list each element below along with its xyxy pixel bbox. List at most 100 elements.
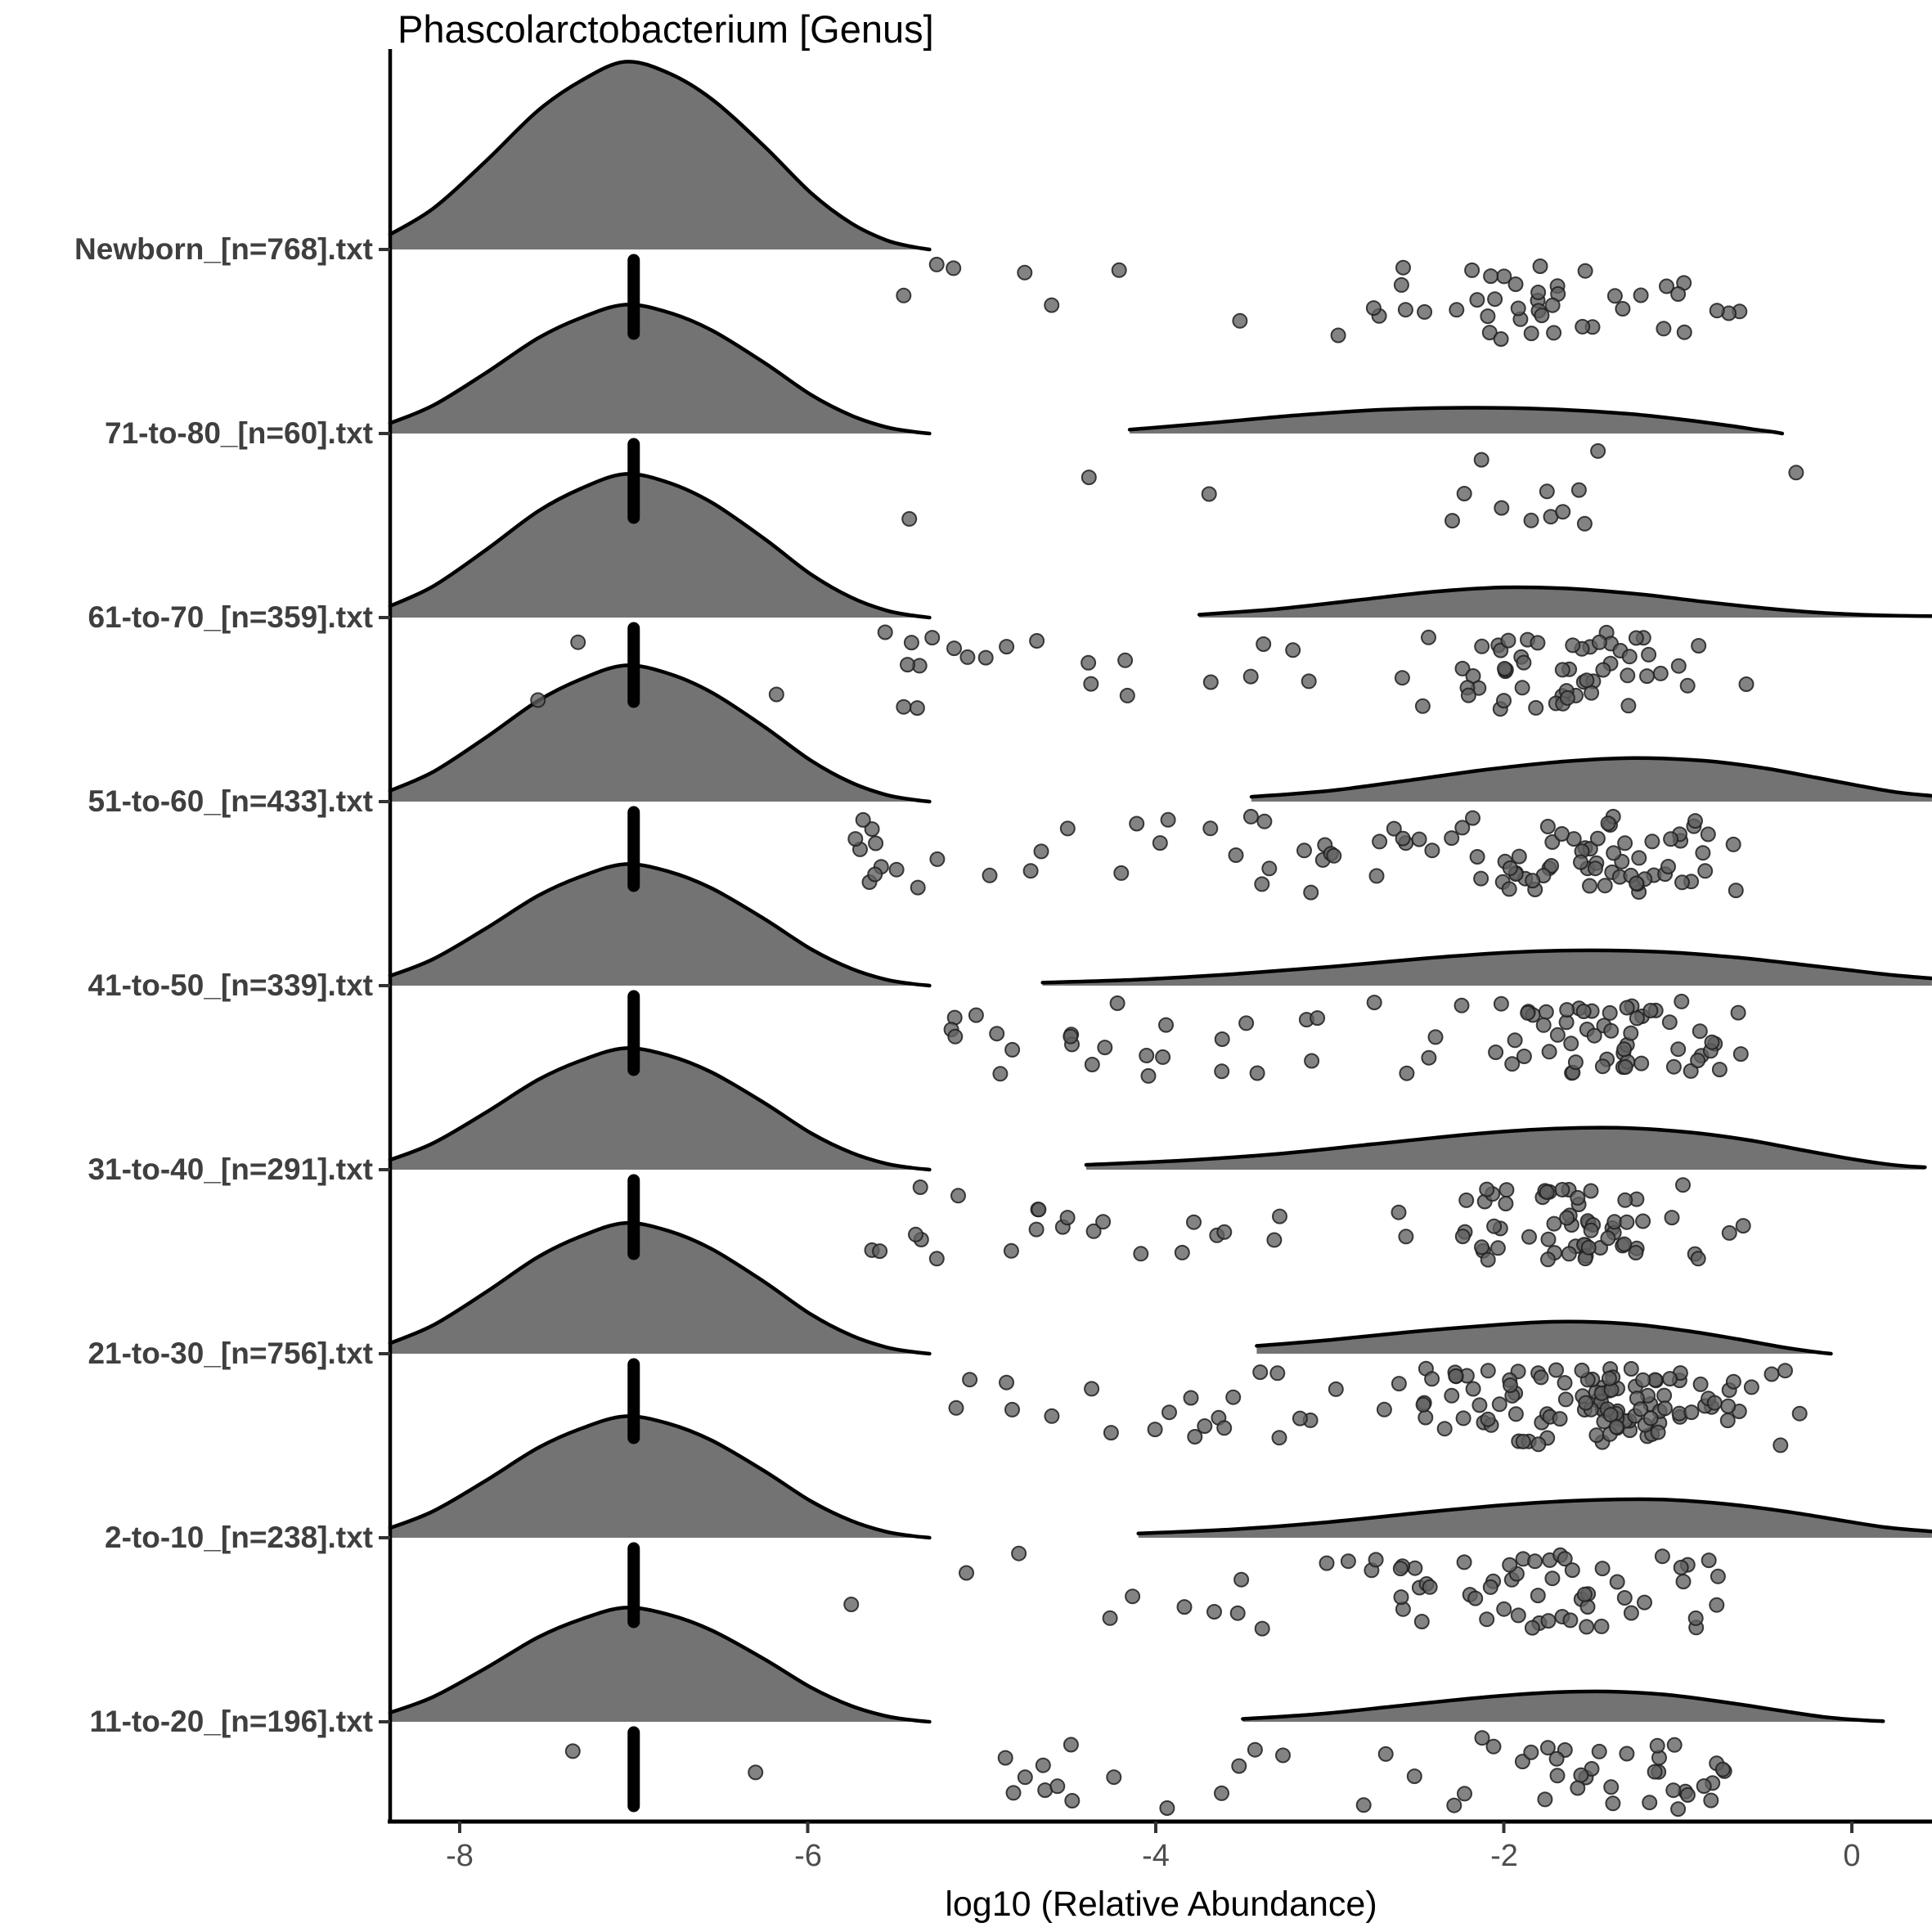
scatter-point xyxy=(1493,995,1509,1012)
scatter-point xyxy=(1421,1049,1437,1066)
scatter-point xyxy=(1649,1737,1665,1754)
scatter-point xyxy=(1623,1361,1639,1377)
scatter-point xyxy=(1546,1215,1562,1232)
scatter-point xyxy=(1474,1730,1490,1746)
scatter-point xyxy=(1606,845,1622,861)
scatter-point xyxy=(1656,321,1672,337)
scatter-point xyxy=(1269,1365,1286,1382)
scatter-point xyxy=(1481,325,1498,341)
scatter-point xyxy=(1252,1364,1269,1381)
scatter-point xyxy=(1097,1040,1113,1056)
scatter-point xyxy=(1407,1560,1423,1576)
y-axis-label-51-60: 51-to-60_[n=433].txt xyxy=(88,784,373,818)
undefined-outline xyxy=(388,303,932,436)
scatter-point xyxy=(1692,1376,1709,1392)
scatter-point xyxy=(1455,1410,1471,1427)
scatter-point xyxy=(1474,638,1490,654)
scatter-point xyxy=(1662,1371,1678,1387)
scatter-point xyxy=(929,851,946,867)
scatter-point xyxy=(1158,1017,1174,1033)
scatter-point xyxy=(1469,849,1485,865)
scatter-point xyxy=(1620,667,1636,684)
scatter-point xyxy=(909,700,925,717)
scatter-point xyxy=(1102,1610,1118,1626)
undefined-fill xyxy=(1242,1691,1884,1722)
scatter-point xyxy=(1621,649,1638,665)
scatter-point xyxy=(1460,687,1476,703)
scatter-point xyxy=(959,649,976,665)
scatter-point xyxy=(1725,836,1741,852)
scatter-point xyxy=(928,1251,945,1267)
scatter-point xyxy=(1411,831,1427,847)
scatter-point xyxy=(1597,878,1613,894)
undefined-outline xyxy=(388,1414,932,1540)
scatter-point xyxy=(946,260,962,276)
scatter-point xyxy=(1502,1557,1518,1573)
scatter-point xyxy=(1395,259,1411,276)
scatter-point xyxy=(1725,1373,1741,1390)
scatter-point xyxy=(1561,1246,1577,1262)
undefined-outline xyxy=(1255,1319,1833,1356)
scatter-point xyxy=(570,634,586,650)
scatter-point xyxy=(1059,1210,1076,1226)
scatter-point xyxy=(1133,1246,1149,1262)
scatter-point xyxy=(1570,1189,1586,1206)
scatter-point xyxy=(1394,670,1410,686)
scatter-point xyxy=(1642,1003,1659,1018)
scatter-point xyxy=(1567,1054,1584,1071)
scatter-point xyxy=(1081,470,1097,486)
scatter-point xyxy=(1480,1363,1496,1379)
undefined-outline xyxy=(1249,756,1932,799)
scatter-point xyxy=(1017,264,1033,281)
scatter-point xyxy=(1422,1579,1438,1595)
scatter-point xyxy=(1446,1797,1462,1813)
x-tick-label-neg8: -8 xyxy=(446,1839,474,1873)
scatter-point xyxy=(1301,673,1317,690)
scatter-point xyxy=(1656,1387,1673,1404)
scatter-point xyxy=(1579,1599,1596,1615)
scatter-point xyxy=(1454,820,1471,836)
undefined-outline xyxy=(388,60,932,252)
scatter-point xyxy=(1603,1022,1620,1039)
scatter-point xyxy=(1738,676,1755,692)
scatter-point xyxy=(888,861,905,878)
scatter-point xyxy=(1049,1778,1066,1795)
scatter-point xyxy=(1619,1000,1635,1016)
scatter-point xyxy=(896,699,912,715)
scatter-point xyxy=(1406,1768,1422,1785)
scatter-point xyxy=(1594,1058,1611,1075)
undefined-fill xyxy=(389,304,930,434)
scatter-point xyxy=(564,1743,581,1759)
scatter-point xyxy=(1485,1738,1502,1755)
scatter-point xyxy=(1453,997,1470,1013)
scatter-point xyxy=(1436,1421,1453,1437)
scatter-point xyxy=(1417,303,1433,320)
scatter-point xyxy=(1500,632,1516,649)
scatter-point xyxy=(1683,1404,1700,1421)
y-axis-label-21-30: 21-to-30_[n=756].txt xyxy=(88,1337,373,1370)
scatter-point xyxy=(1084,1057,1100,1072)
scatter-point xyxy=(1633,1401,1649,1418)
scatter-point xyxy=(1675,1574,1692,1590)
scatter-point xyxy=(1479,1181,1495,1197)
scatter-point xyxy=(1473,452,1489,468)
scatter-point xyxy=(997,1750,1013,1766)
scatter-point xyxy=(1511,848,1527,865)
scatter-point xyxy=(1480,1251,1496,1268)
scatter-point xyxy=(1764,1366,1780,1382)
scatter-point xyxy=(1391,1204,1407,1220)
scatter-point xyxy=(1292,1410,1308,1427)
scatter-point xyxy=(1735,1218,1751,1234)
scatter-point xyxy=(910,879,926,896)
scatter-point xyxy=(928,256,945,272)
scatter-point xyxy=(1704,1034,1720,1050)
scatter-point xyxy=(1326,847,1342,864)
scatter-point xyxy=(864,821,880,838)
scatter-point xyxy=(1398,1229,1414,1245)
scatter-point xyxy=(1247,1741,1263,1758)
scatter-point xyxy=(1330,327,1346,344)
y-axis-label-11-20: 11-to-20_[n=196].txt xyxy=(89,1705,374,1738)
scatter-point xyxy=(1486,1218,1503,1234)
scatter-point xyxy=(1399,1065,1415,1081)
scatter-point xyxy=(1456,486,1472,501)
